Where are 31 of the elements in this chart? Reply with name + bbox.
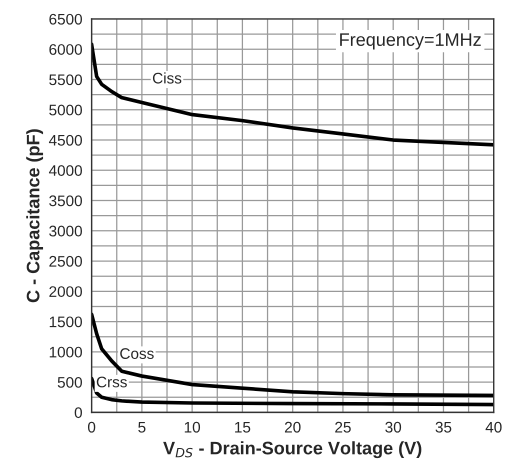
y-tick-label: 1500 — [50, 316, 82, 328]
annotation: Crss — [96, 376, 127, 388]
annotation: Ciss — [152, 72, 182, 84]
y-axis-title: C - Capacitance (pF) — [26, 129, 44, 302]
x-tick-label: 40 — [486, 422, 502, 433]
x-tick-label: 0 — [88, 422, 96, 433]
y-tick-label: 2500 — [49, 256, 82, 267]
y-tick-label: 4500 — [48, 134, 82, 146]
y-tick-label: 5000 — [49, 104, 82, 116]
y-tick-label: 500 — [58, 376, 82, 388]
x-tick-label: 15 — [235, 422, 250, 433]
line-series — [92, 376, 494, 406]
y-tick-label: 6500 — [49, 14, 82, 25]
line-series — [92, 312, 494, 398]
x-tick-label: 10 — [184, 422, 200, 433]
y-tick-label: 3500 — [49, 195, 82, 206]
x-tick-label: 20 — [284, 422, 301, 433]
x-tick-label: 35 — [436, 422, 452, 433]
x-tick-label: 25 — [335, 422, 351, 433]
y-tick-label: 6000 — [49, 44, 82, 55]
annotation: Coss — [120, 348, 154, 359]
y-tick-label: 5500 — [49, 74, 82, 86]
x-tick-label: 5 — [138, 422, 146, 433]
y-tick-label: 4000 — [48, 165, 82, 176]
y-tick-label: 1000 — [50, 346, 82, 358]
y-tick-label: 3000 — [49, 226, 82, 236]
x-tick-label: 30 — [385, 422, 402, 433]
annotation: Frequency=1MHz — [340, 33, 481, 50]
x-axis-title: V$_{DS}$ - Drain-Source Voltage (V) — [163, 441, 422, 458]
y-tick-label: 2000 — [49, 286, 82, 298]
y-tick-label: 0 — [74, 407, 82, 418]
